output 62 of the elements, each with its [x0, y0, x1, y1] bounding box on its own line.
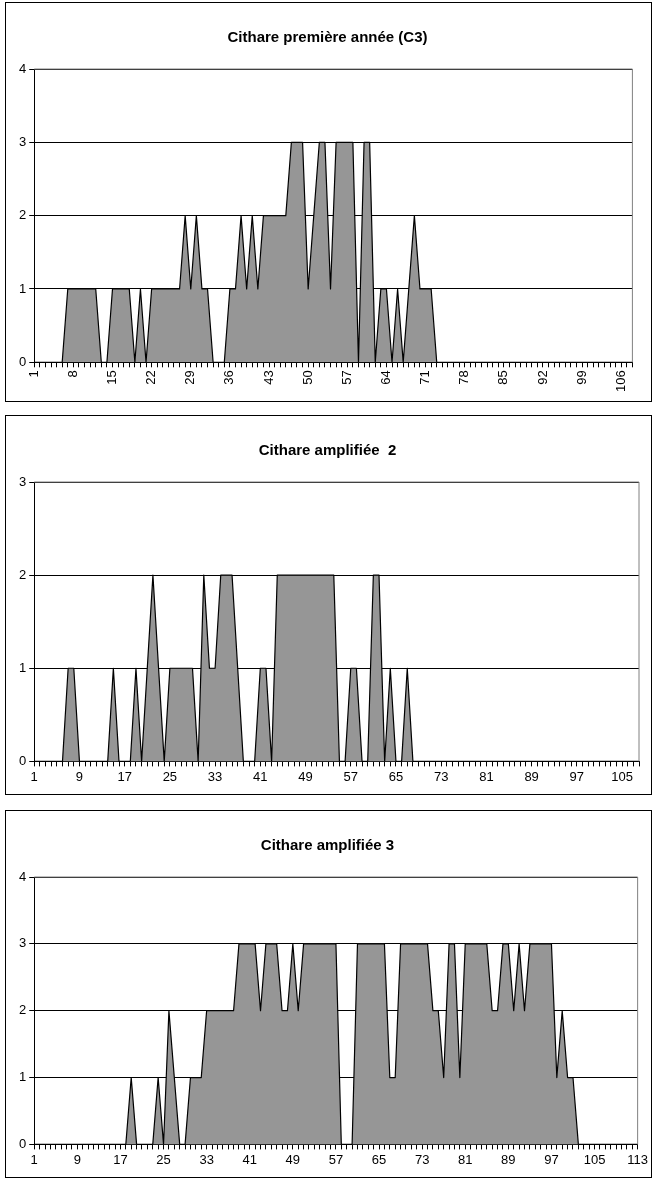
x-tick-label: 78	[456, 370, 472, 385]
y-tick-label: 1	[19, 280, 27, 296]
x-tick-label: 43	[260, 370, 276, 385]
x-tick-label: 41	[253, 768, 268, 784]
x-tick-label: 105	[611, 768, 633, 784]
y-tick-label: 1	[19, 659, 27, 675]
x-tick-label: 97	[544, 1151, 559, 1167]
x-tick-label: 113	[627, 1151, 648, 1167]
chart-title: Cithare amplifiée 3	[260, 836, 395, 854]
x-tick-label: 57	[338, 370, 354, 385]
y-tick-label: 0	[19, 752, 27, 768]
y-tick-label: 2	[19, 1002, 27, 1018]
x-tick-label: 1	[30, 1151, 38, 1167]
x-tick-label: 85	[495, 370, 511, 385]
x-tick-label: 17	[117, 768, 132, 784]
x-tick-label: 25	[162, 768, 178, 784]
x-tick-label: 8	[64, 370, 80, 378]
x-tick-label: 71	[417, 370, 433, 385]
x-tick-label: 17	[113, 1151, 128, 1167]
x-tick-label: 9	[75, 768, 84, 784]
x-tick-label: 105	[583, 1151, 606, 1167]
x-tick-label: 64	[378, 370, 393, 385]
x-tick-label: 89	[501, 1151, 516, 1167]
x-tick-label: 65	[388, 768, 404, 784]
chart-title: Cithare amplifiée 2	[258, 441, 397, 459]
x-tick-label: 33	[199, 1151, 214, 1167]
y-tick-label: 2	[19, 566, 27, 582]
x-tick-label: 1	[25, 370, 41, 378]
y-tick-label: 4	[19, 60, 27, 76]
x-tick-label: 22	[143, 370, 159, 385]
y-tick-label: 3	[19, 133, 27, 149]
x-tick-label: 33	[207, 768, 223, 784]
y-tick-label: 3	[19, 935, 27, 951]
x-tick-label: 97	[569, 768, 585, 784]
x-tick-label: 81	[458, 1151, 473, 1167]
x-tick-label: 73	[433, 768, 449, 784]
x-tick-label: 106	[612, 370, 628, 393]
y-tick-label: 2	[19, 207, 27, 223]
x-tick-label: 65	[371, 1151, 387, 1167]
x-tick-label: 29	[182, 370, 198, 385]
y-tick-label: 3	[19, 473, 27, 489]
x-tick-label: 15	[104, 370, 120, 385]
chart-title: Cithare première année (C3)	[227, 28, 428, 46]
x-tick-label: 73	[414, 1151, 430, 1167]
x-tick-label: 49	[298, 768, 313, 784]
x-tick-label: 92	[534, 370, 550, 385]
x-tick-label: 57	[328, 1151, 344, 1167]
x-tick-label: 49	[285, 1151, 301, 1167]
x-tick-label: 9	[73, 1151, 81, 1167]
y-tick-label: 1	[19, 1069, 27, 1085]
x-tick-label: 57	[343, 768, 358, 784]
y-tick-label: 4	[19, 868, 27, 884]
x-tick-label: 99	[573, 370, 589, 385]
x-tick-label: 36	[221, 370, 237, 385]
x-tick-label: 81	[479, 768, 494, 784]
y-tick-label: 0	[19, 353, 27, 369]
x-tick-label: 89	[524, 768, 539, 784]
x-tick-label: 41	[242, 1151, 257, 1167]
x-tick-label: 25	[156, 1151, 171, 1167]
x-tick-label: 50	[299, 370, 315, 385]
y-tick-label: 0	[19, 1135, 27, 1151]
x-tick-label: 1	[30, 768, 38, 784]
